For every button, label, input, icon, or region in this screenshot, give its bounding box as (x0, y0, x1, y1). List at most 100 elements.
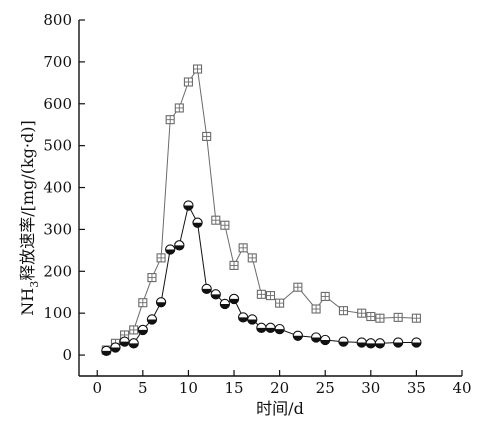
data-point-fill (238, 317, 248, 322)
data-point-fill (138, 329, 148, 335)
data-point-fill (366, 343, 376, 348)
data-point (211, 215, 221, 225)
y-tick-label: 200 (43, 262, 72, 280)
data-point (275, 298, 285, 308)
data-point (265, 291, 276, 301)
data-point (247, 314, 258, 325)
y-tick-label: 300 (43, 220, 72, 238)
data-point (165, 244, 176, 255)
data-point-fill (156, 302, 166, 307)
data-point (174, 103, 184, 113)
x-tick-label: 5 (138, 379, 148, 397)
data-point (156, 253, 166, 263)
data-point (320, 291, 330, 301)
x-axis-title: 时间/d (256, 399, 304, 418)
data-point-fill (338, 341, 349, 347)
data-point (129, 325, 139, 335)
data-point (238, 243, 248, 253)
data-point (393, 337, 404, 348)
x-tick-label: 10 (179, 379, 198, 397)
data-point (110, 342, 121, 353)
data-point-fill (101, 350, 111, 356)
data-point-fill (192, 222, 203, 228)
data-point-fill (357, 342, 367, 348)
series-line (106, 67, 417, 351)
data-point-fill (147, 319, 157, 325)
series-1 (101, 64, 421, 355)
x-tick-label: 15 (224, 379, 243, 397)
data-point-fill (119, 341, 130, 347)
y-axis-title-rest: 释放速率/[mg/(kg·d)] (18, 120, 37, 280)
data-point (220, 220, 230, 230)
x-tick-label: 25 (316, 379, 335, 397)
data-point-fill (375, 343, 385, 348)
y-tick-label: 400 (43, 179, 72, 197)
data-point-fill (265, 327, 276, 333)
data-point-fill (183, 205, 194, 211)
data-point-fill (202, 288, 212, 294)
data-point (192, 217, 203, 228)
y-tick-label: 500 (43, 137, 72, 155)
data-point (374, 338, 386, 349)
x-tick-label: 40 (452, 379, 471, 397)
data-point (147, 273, 157, 283)
data-point (320, 334, 331, 346)
data-point-fill (247, 319, 257, 325)
y-tick-label: 800 (43, 11, 72, 29)
data-point (237, 312, 249, 323)
data-point (411, 337, 422, 348)
data-point (366, 311, 376, 322)
data-point (338, 306, 349, 316)
y-axis-title: NH3释放速率/[mg/(kg·d)] (18, 120, 41, 315)
data-point-fill (165, 249, 175, 255)
data-point-fill (256, 327, 266, 333)
data-point (202, 131, 212, 141)
x-tick-label: 30 (361, 379, 380, 397)
y-axis-title-subscript: 3 (28, 281, 41, 288)
data-point (210, 289, 221, 300)
axes: 0 100 200 300 400 500 600 700 800 0 5 10 15 20 25 30 35 4… (43, 11, 471, 397)
data-point (228, 293, 240, 305)
data-point-fill (320, 339, 330, 345)
data-point (165, 115, 175, 125)
data-point-fill (211, 294, 221, 299)
data-point (155, 297, 167, 308)
data-point (310, 332, 322, 343)
data-point (411, 313, 421, 323)
x-tick-label: 20 (270, 379, 289, 397)
data-point (138, 298, 148, 308)
data-point-fill (229, 298, 239, 304)
data-point-fill (220, 303, 230, 309)
data-point (146, 314, 158, 325)
data-point (311, 304, 321, 314)
y-tick-label: 700 (43, 53, 72, 71)
y-tick-label: 100 (43, 304, 72, 322)
data-point (192, 64, 203, 74)
y-tick-label: 600 (43, 95, 72, 113)
data-point-fill (411, 342, 422, 348)
series-layer (101, 64, 422, 357)
data-point (183, 77, 193, 87)
data-point-fill (110, 347, 121, 353)
data-point (256, 322, 267, 333)
data-point-fill (129, 343, 139, 348)
data-point-fill (275, 329, 285, 334)
data-point (357, 308, 367, 318)
data-point (375, 313, 385, 323)
data-point (137, 324, 148, 336)
data-point (256, 289, 266, 299)
data-point-fill (174, 245, 184, 250)
data-point (101, 345, 112, 357)
data-point-fill (393, 342, 403, 348)
y-tick-label: 0 (62, 346, 72, 364)
data-point (229, 260, 239, 270)
data-point (183, 200, 194, 211)
data-point (292, 330, 304, 341)
data-point (274, 323, 285, 335)
data-point (338, 336, 349, 347)
x-tick-label: 0 (92, 379, 102, 397)
data-point (201, 283, 212, 295)
data-point (128, 338, 139, 349)
